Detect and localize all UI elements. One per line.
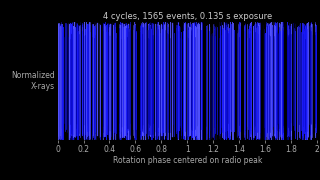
- Title: 4 cycles, 1565 events, 0.135 s exposure: 4 cycles, 1565 events, 0.135 s exposure: [103, 12, 272, 21]
- X-axis label: Rotation phase centered on radio peak: Rotation phase centered on radio peak: [113, 156, 262, 165]
- Y-axis label: Normalized
X-rays: Normalized X-rays: [11, 71, 55, 91]
